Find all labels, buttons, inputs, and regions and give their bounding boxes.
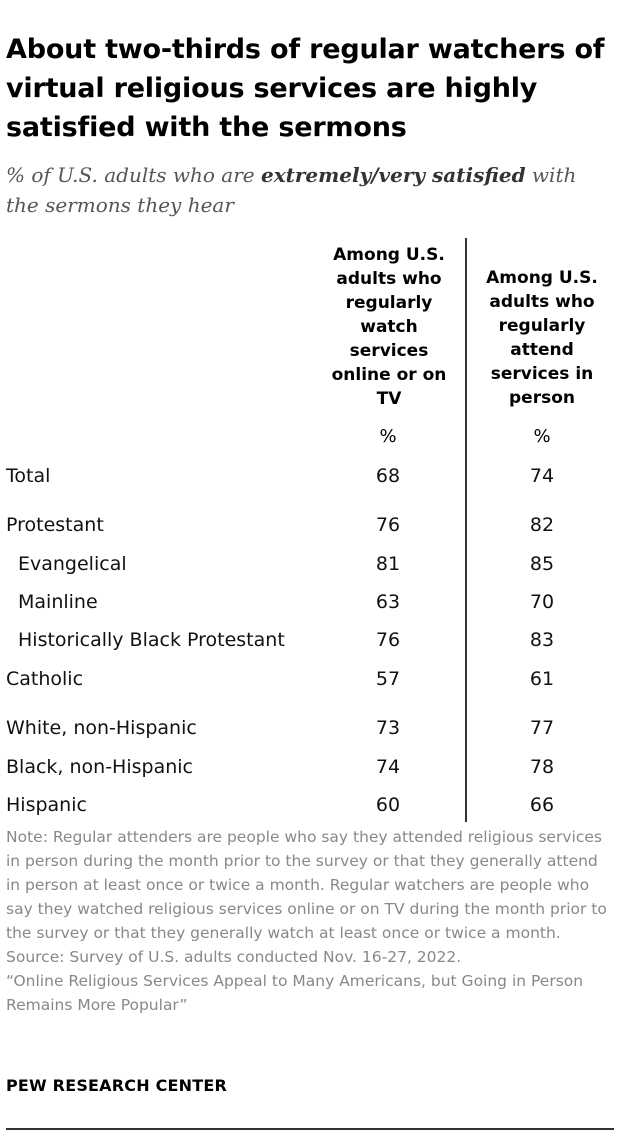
value-in-person: 82 [529, 514, 555, 536]
subtitle-suffix: with the sermons they hear [6, 163, 577, 217]
row-label: Catholic [6, 668, 84, 690]
value-in-person: 78 [529, 756, 555, 778]
value-online: 74 [375, 756, 401, 778]
value-in-person: 85 [529, 553, 555, 575]
row-label: White, non-Hispanic [6, 717, 197, 739]
row-label: Evangelical [18, 553, 127, 575]
row-label: Protestant [6, 514, 104, 536]
value-in-person: 66 [529, 794, 555, 816]
value-in-person: 83 [529, 629, 555, 651]
value-online: 60 [375, 794, 401, 816]
value-in-person: 77 [529, 717, 555, 739]
value-online: 76 [375, 514, 401, 536]
column-header-online: Among U.S. adults who regularly watch se… [331, 245, 447, 409]
row-label: Historically Black Protestant [18, 629, 285, 651]
column-divider [465, 238, 467, 822]
column-header-in-person: Among U.S. adults who regularly attend s… [486, 268, 598, 408]
row-label: Black, non-Hispanic [6, 756, 193, 778]
value-online: 57 [375, 668, 401, 690]
subtitle-prefix: % of U.S. adults who are [6, 163, 261, 187]
value-online: 73 [375, 717, 401, 739]
column-unit-online: % [379, 426, 397, 447]
value-in-person: 70 [529, 591, 555, 613]
value-in-person: 61 [529, 668, 555, 690]
row-label: Total [6, 465, 51, 487]
brand-logo-text: PEW RESEARCH CENTER [6, 1076, 228, 1095]
source-text: Source: Survey of U.S. adults conducted … [6, 948, 462, 966]
column-unit-in-person: % [533, 426, 551, 447]
value-online: 63 [375, 591, 401, 613]
report-title: “Online Religious Services Appeal to Man… [6, 972, 584, 1014]
note-text: Note: Regular attenders are people who s… [6, 828, 607, 942]
bottom-rule [6, 1128, 614, 1130]
value-online: 76 [375, 629, 401, 651]
value-in-person: 74 [529, 465, 555, 487]
chart-subtitle: % of U.S. adults who are extremely/very … [6, 160, 606, 220]
value-online: 68 [375, 465, 401, 487]
value-online: 81 [375, 553, 401, 575]
row-label: Hispanic [6, 794, 87, 816]
chart-title: About two-thirds of regular watchers of … [6, 34, 605, 143]
subtitle-emphasis: extremely/very satisfied [260, 163, 526, 187]
row-label: Mainline [18, 591, 98, 613]
footnotes: Note: Regular attenders are people who s… [6, 825, 611, 1017]
